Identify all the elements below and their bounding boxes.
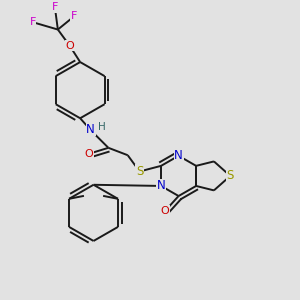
Text: O: O — [85, 149, 93, 159]
Text: S: S — [136, 165, 143, 178]
Text: F: F — [52, 2, 58, 12]
Text: O: O — [161, 206, 170, 216]
Text: O: O — [65, 41, 74, 51]
Text: N: N — [174, 149, 183, 162]
Text: F: F — [71, 11, 77, 21]
Text: S: S — [226, 169, 234, 182]
Text: F: F — [29, 17, 36, 27]
Text: H: H — [98, 122, 105, 132]
Text: N: N — [157, 179, 166, 193]
Text: N: N — [86, 123, 95, 136]
